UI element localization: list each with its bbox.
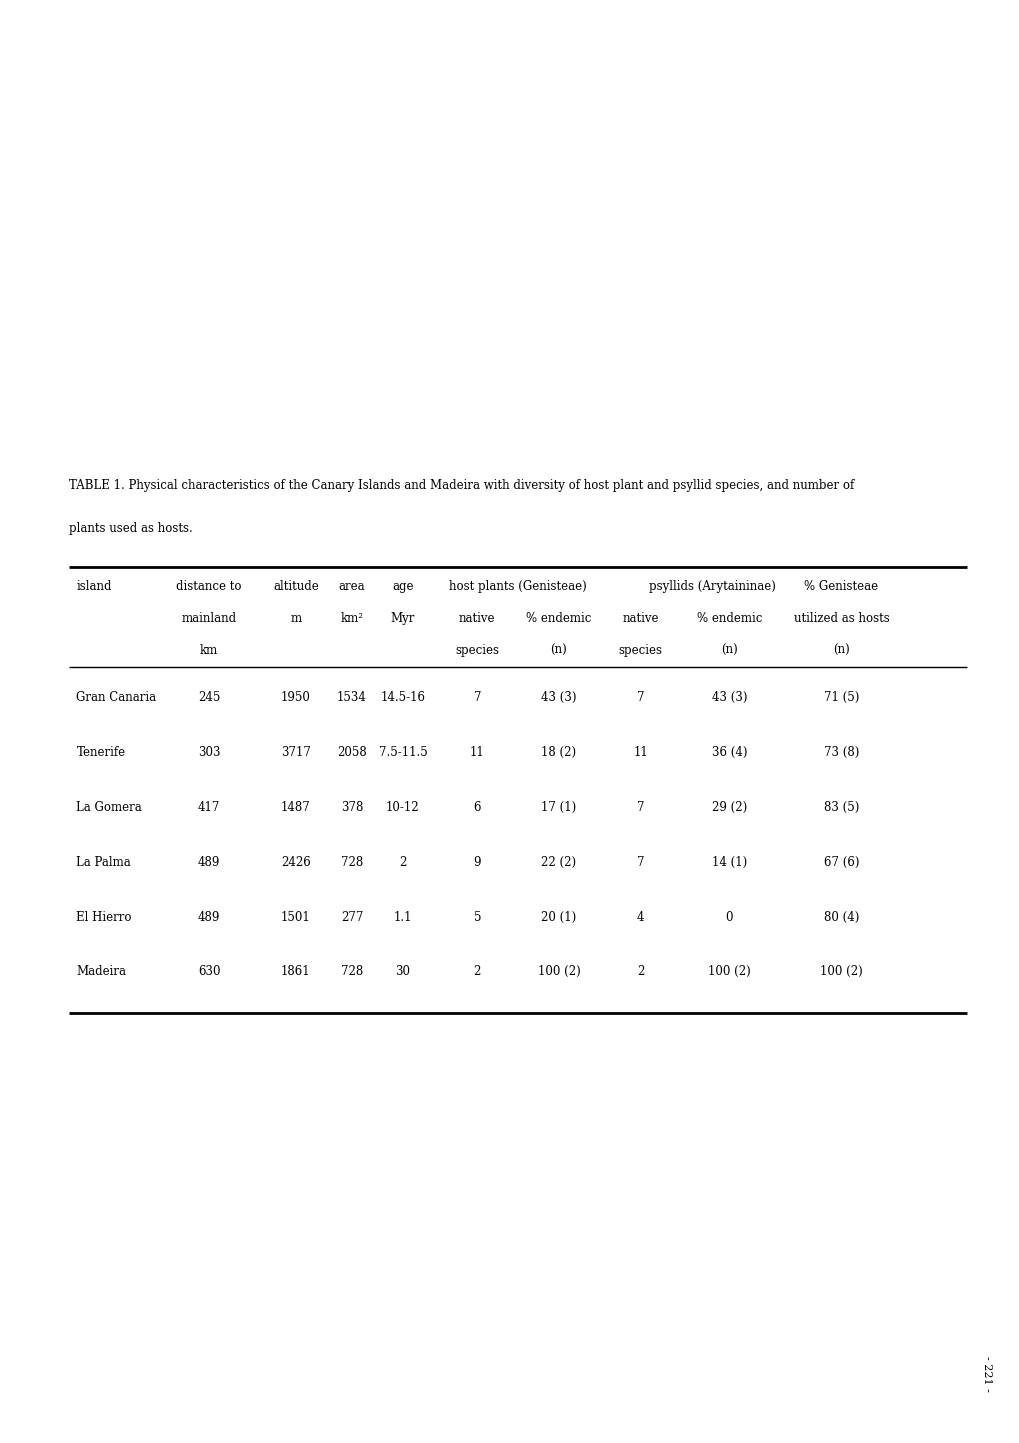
Text: 1487: 1487: [280, 801, 311, 814]
Text: 1861: 1861: [280, 965, 311, 978]
Text: psyllids (Arytaininae): psyllids (Arytaininae): [648, 580, 774, 593]
Text: 22 (2): 22 (2): [541, 856, 576, 869]
Text: 29 (2): 29 (2): [711, 801, 746, 814]
Text: native: native: [622, 612, 658, 625]
Text: 277: 277: [340, 911, 363, 924]
Text: - 221 -: - 221 -: [981, 1356, 991, 1391]
Text: 100 (2): 100 (2): [819, 965, 862, 978]
Text: 303: 303: [198, 746, 220, 759]
Text: native: native: [459, 612, 495, 625]
Text: altitude: altitude: [273, 580, 318, 593]
Text: 7: 7: [473, 691, 481, 704]
Text: (n): (n): [550, 644, 567, 657]
Text: 18 (2): 18 (2): [541, 746, 576, 759]
Text: 1501: 1501: [280, 911, 311, 924]
Text: km²: km²: [340, 612, 363, 625]
Text: 73 (8): 73 (8): [823, 746, 858, 759]
Text: 728: 728: [340, 856, 363, 869]
Text: 4: 4: [636, 911, 644, 924]
Text: Madeira: Madeira: [76, 965, 126, 978]
Text: 7.5-11.5: 7.5-11.5: [378, 746, 427, 759]
Text: La Gomera: La Gomera: [76, 801, 142, 814]
Text: distance to: distance to: [176, 580, 242, 593]
Text: utilized as hosts: utilized as hosts: [793, 612, 889, 625]
Text: species: species: [454, 644, 499, 657]
Text: La Palma: La Palma: [76, 856, 131, 869]
Text: 2058: 2058: [336, 746, 367, 759]
Text: (n): (n): [833, 644, 849, 657]
Text: % Genisteae: % Genisteae: [804, 580, 877, 593]
Text: 6: 6: [473, 801, 481, 814]
Text: mainland: mainland: [181, 612, 236, 625]
Text: 43 (3): 43 (3): [541, 691, 576, 704]
Text: 20 (1): 20 (1): [541, 911, 576, 924]
Text: age: age: [391, 580, 414, 593]
Text: island: island: [76, 580, 112, 593]
Text: % endemic: % endemic: [696, 612, 761, 625]
Text: 378: 378: [340, 801, 363, 814]
Text: (n): (n): [720, 644, 737, 657]
Text: 14 (1): 14 (1): [711, 856, 746, 869]
Text: 3717: 3717: [280, 746, 311, 759]
Text: 10-12: 10-12: [386, 801, 419, 814]
Text: TABLE 1. Physical characteristics of the Canary Islands and Madeira with diversi: TABLE 1. Physical characteristics of the…: [69, 479, 854, 492]
Text: 17 (1): 17 (1): [541, 801, 576, 814]
Text: 14.5-16: 14.5-16: [380, 691, 425, 704]
Text: 489: 489: [198, 856, 220, 869]
Text: 489: 489: [198, 911, 220, 924]
Text: 11: 11: [470, 746, 484, 759]
Text: 5: 5: [473, 911, 481, 924]
Text: Tenerife: Tenerife: [76, 746, 125, 759]
Text: Myr: Myr: [390, 612, 415, 625]
Text: m: m: [290, 612, 301, 625]
Text: host plants (Genisteae): host plants (Genisteae): [448, 580, 587, 593]
Text: 67 (6): 67 (6): [823, 856, 858, 869]
Text: 43 (3): 43 (3): [711, 691, 746, 704]
Text: 30: 30: [395, 965, 410, 978]
Text: 7: 7: [636, 691, 644, 704]
Text: 83 (5): 83 (5): [823, 801, 858, 814]
Text: area: area: [338, 580, 365, 593]
Text: 7: 7: [636, 801, 644, 814]
Text: 36 (4): 36 (4): [711, 746, 746, 759]
Text: 728: 728: [340, 965, 363, 978]
Text: km: km: [200, 644, 218, 657]
Text: 0: 0: [725, 911, 733, 924]
Text: 100 (2): 100 (2): [537, 965, 580, 978]
Text: 2: 2: [398, 856, 407, 869]
Text: 417: 417: [198, 801, 220, 814]
Text: 2: 2: [636, 965, 644, 978]
Text: 71 (5): 71 (5): [823, 691, 858, 704]
Text: % endemic: % endemic: [526, 612, 591, 625]
Text: El Hierro: El Hierro: [76, 911, 131, 924]
Text: 1534: 1534: [336, 691, 367, 704]
Text: Gran Canaria: Gran Canaria: [76, 691, 157, 704]
Text: 2: 2: [473, 965, 481, 978]
Text: 11: 11: [633, 746, 647, 759]
Text: 80 (4): 80 (4): [823, 911, 858, 924]
Text: 100 (2): 100 (2): [707, 965, 750, 978]
Text: species: species: [618, 644, 662, 657]
Text: 245: 245: [198, 691, 220, 704]
Text: plants used as hosts.: plants used as hosts.: [69, 522, 193, 535]
Text: 2426: 2426: [280, 856, 311, 869]
Text: 1.1: 1.1: [393, 911, 412, 924]
Text: 1950: 1950: [280, 691, 311, 704]
Text: 630: 630: [198, 965, 220, 978]
Text: 9: 9: [473, 856, 481, 869]
Text: 7: 7: [636, 856, 644, 869]
